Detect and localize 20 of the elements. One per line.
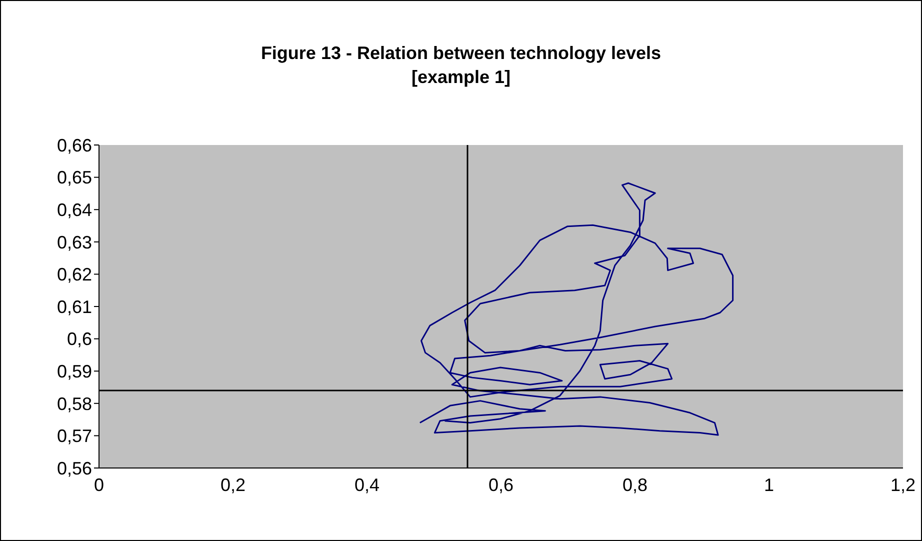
y-tick-label: 0,6 <box>66 329 92 350</box>
y-tick-label: 0,65 <box>56 168 92 188</box>
y-tick-label: 0,66 <box>56 135 92 156</box>
x-tick-label: 1,2 <box>890 475 916 495</box>
chart-title: Figure 13 - Relation between technology levels [example 1] <box>260 42 662 89</box>
y-tick-label: 0,61 <box>56 296 92 317</box>
y-tick-label: 0,56 <box>56 458 92 478</box>
x-tick-label: 0,2 <box>220 475 246 495</box>
x-tick-label: 0,4 <box>354 475 380 495</box>
y-tick-label: 0,58 <box>56 394 92 414</box>
y-tick-label: 0,59 <box>56 361 92 382</box>
y-tick-label: 0,64 <box>56 200 92 220</box>
y-tick-label: 0,57 <box>56 426 92 446</box>
y-tick-label: 0,62 <box>56 264 92 285</box>
x-tick-label: 1 <box>764 475 774 495</box>
line-series <box>419 182 734 436</box>
x-tick-label: 0 <box>94 475 104 495</box>
x-tick-label: 0,6 <box>488 475 514 495</box>
y-tick-label: 0,63 <box>56 232 92 252</box>
x-tick-label: 0,8 <box>622 475 648 495</box>
